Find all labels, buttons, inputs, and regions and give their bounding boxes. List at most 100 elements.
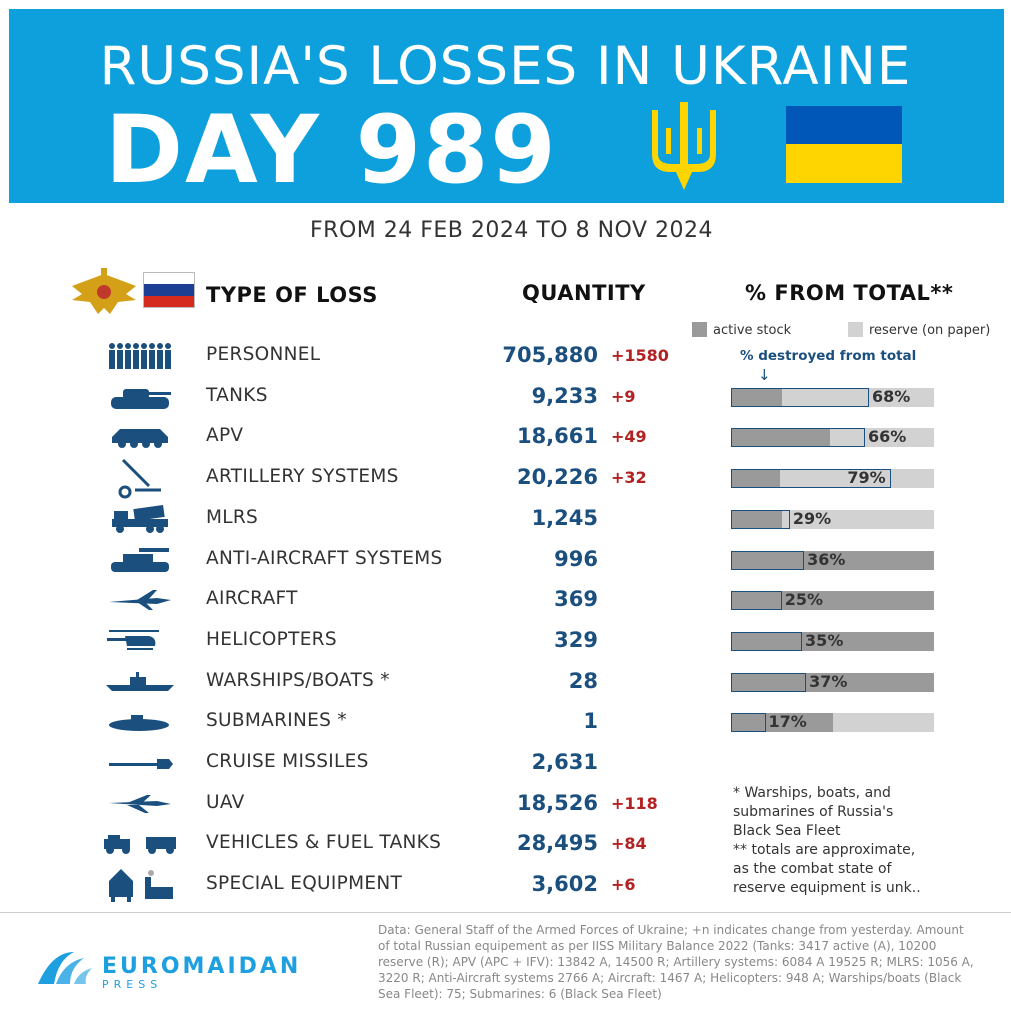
uav-icon: [107, 793, 173, 819]
percent-label: 25%: [784, 590, 824, 610]
quantity-value: 369: [554, 587, 598, 612]
trident-icon: [652, 102, 716, 190]
loss-type-label: TANKS: [206, 384, 268, 406]
percent-bar: 17%: [731, 712, 934, 733]
date-range: FROM 24 FEB 2024 TO 8 NOV 2024: [310, 218, 713, 243]
percent-label: 68%: [872, 386, 911, 406]
artillery-icon: [115, 456, 165, 504]
type-of-loss-header: TYPE OF LOSS: [206, 283, 378, 307]
mlrs-icon: [110, 504, 170, 537]
active-stock-bar: [731, 713, 833, 733]
active-stock-bar: [731, 631, 934, 651]
quantity-value: 329: [554, 627, 598, 652]
vehicles-icon: [102, 833, 178, 859]
percent-bar: 25%: [731, 590, 934, 611]
reserve-stock-bar: [731, 469, 934, 489]
apv-icon: [110, 425, 170, 453]
banner-title: RUSSIA'S LOSSES IN UKRAINE: [99, 36, 912, 97]
loss-type-label: MLRS: [206, 506, 259, 528]
arrow-down-icon: ↓: [758, 366, 771, 384]
quantity-value: 996: [554, 546, 598, 571]
quantity-header: QUANTITY: [522, 281, 646, 305]
loss-type-label: VEHICLES & FUEL TANKS: [206, 832, 442, 854]
loss-type-label: CRUISE MISSILES: [206, 751, 369, 772]
source-note: Data: General Staff of the Armed Forces …: [378, 923, 974, 1001]
daily-change: +6: [611, 875, 636, 895]
percent-bar: 36%: [731, 549, 934, 570]
percent-bar: 37%: [731, 671, 934, 692]
missile-icon: [107, 756, 173, 775]
percent-bar: 79%: [731, 468, 934, 489]
quantity-value: 9,233: [531, 383, 598, 408]
daily-change: +9: [611, 386, 636, 406]
active-stock-bar: [731, 509, 782, 529]
destroyed-outline: [731, 631, 803, 651]
percent-label: 66%: [867, 427, 907, 447]
loss-type-label: ANTI-AIRCRAFT SYSTEMS: [206, 547, 443, 569]
daily-change: +49: [611, 427, 647, 447]
logo-text: EUROMAIDAN: [102, 954, 302, 979]
quantity-value: 28,495: [516, 831, 598, 856]
active-stock-bar: [731, 469, 780, 489]
aircraft-icon: [107, 588, 173, 616]
percent-label: 29%: [792, 508, 832, 528]
reserve-stock-bar: [731, 387, 934, 407]
quantity-value: 705,880: [502, 343, 598, 367]
euromaidan-logo-icon: [38, 952, 92, 984]
active-stock-bar: [731, 387, 782, 407]
tank-icon: [107, 383, 173, 415]
helicopter-icon: [105, 628, 175, 658]
russia-flag: [143, 272, 195, 308]
percent-label: 36%: [807, 549, 846, 569]
quantity-value: 1: [583, 709, 598, 734]
destroyed-outline: [731, 550, 805, 570]
quantity-value: 28: [568, 668, 598, 693]
quantity-value: 1,245: [531, 505, 598, 530]
daily-change: +118: [611, 793, 658, 813]
loss-type-label: ARTILLERY SYSTEMS: [206, 466, 399, 488]
loss-type-label: HELICOPTERS: [206, 628, 337, 650]
percent-bar: 29%: [731, 508, 934, 529]
divider: [0, 912, 1011, 913]
active-stock-bar: [731, 672, 934, 692]
active-swatch: [692, 322, 707, 337]
daily-change: +1580: [611, 346, 669, 365]
legend-reserve: reserve (on paper): [848, 322, 990, 338]
ukraine-flag: [786, 106, 902, 183]
footnote: * Warships, boats, and submarines of Rus…: [733, 785, 921, 896]
special-equipment-icon: [105, 867, 175, 907]
legend-active: active stock: [692, 322, 791, 338]
quantity-value: 18,661: [516, 424, 598, 449]
submarine-icon: [107, 712, 173, 736]
destroyed-note: % destroyed from total: [740, 348, 917, 364]
day-counter: DAY 989: [105, 96, 558, 205]
loss-type-label: SPECIAL EQUIPMENT: [206, 873, 403, 895]
destroyed-outline: [731, 509, 790, 529]
loss-type-label: SUBMARINES *: [206, 710, 347, 732]
percent-bar: 35%: [731, 630, 934, 651]
percent-label: 37%: [809, 671, 848, 691]
warship-icon: [104, 671, 176, 697]
destroyed-outline: [731, 387, 870, 407]
loss-type-label: PERSONNEL: [206, 344, 321, 365]
destroyed-outline: [731, 672, 807, 692]
reserve-swatch: [848, 322, 863, 337]
daily-change: +32: [611, 468, 647, 488]
percent-header: % FROM TOTAL**: [745, 281, 954, 305]
active-stock-bar: [731, 591, 934, 611]
percent-label: 35%: [805, 630, 844, 650]
loss-type-label: UAV: [206, 791, 245, 813]
quantity-value: 2,631: [531, 750, 598, 774]
loss-type-label: AIRCRAFT: [206, 588, 298, 610]
active-stock-bar: [731, 550, 934, 570]
reserve-stock-bar: [731, 509, 934, 529]
eagle-emblem-icon: [72, 268, 136, 314]
quantity-value: 3,602: [531, 872, 598, 897]
anti-aircraft-icon: [109, 546, 171, 578]
loss-type-label: APV: [206, 425, 244, 447]
daily-change: +84: [611, 834, 647, 854]
destroyed-outline: [731, 713, 766, 733]
soldiers-icon: [108, 342, 172, 374]
percent-label: 79%: [847, 468, 886, 488]
quantity-value: 18,526: [516, 790, 598, 815]
